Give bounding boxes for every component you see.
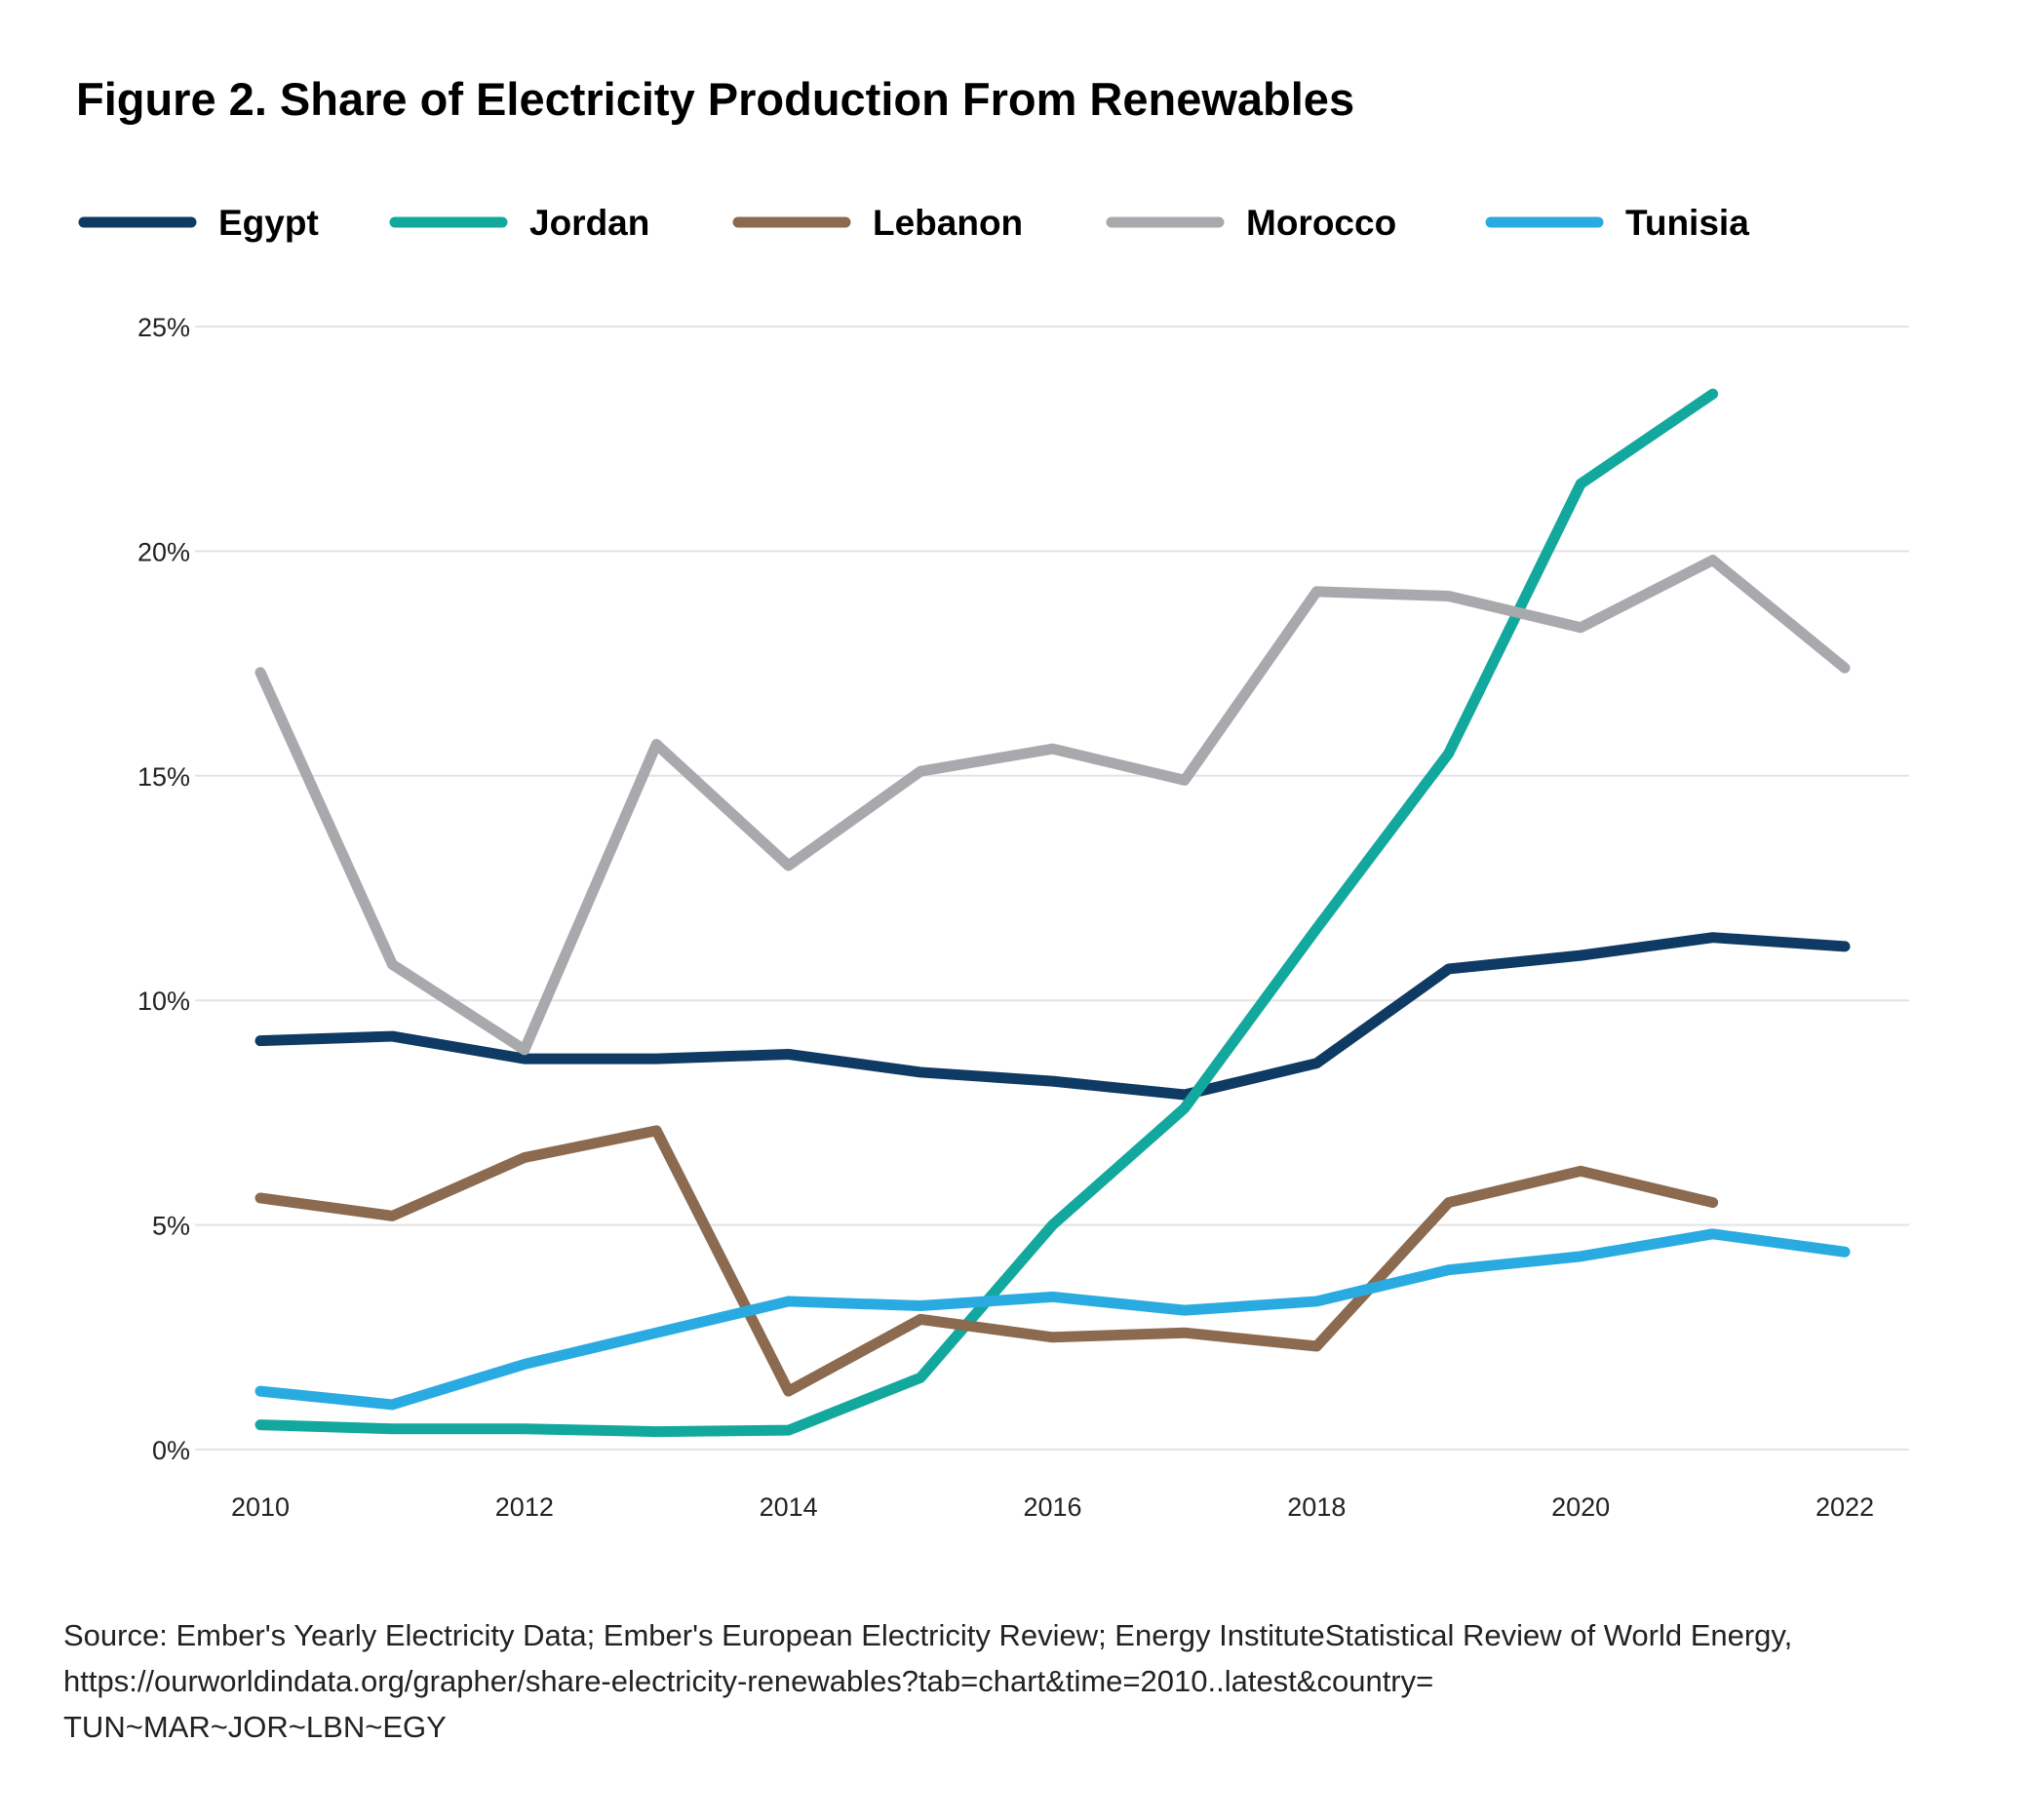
- legend-item-tunisia: Tunisia: [1485, 203, 1749, 243]
- source-line-2: https://ourworldindata.org/grapher/share…: [63, 1664, 1433, 1698]
- legend-label: Jordan: [529, 203, 649, 243]
- y-axis: 0% 5% 10% 15% 20% 25%: [137, 313, 190, 1465]
- y-tick-label: 25%: [137, 313, 190, 342]
- x-tick-label: 2016: [1023, 1492, 1081, 1522]
- series-lines: [254, 388, 1851, 1438]
- legend-label: Tunisia: [1625, 203, 1749, 243]
- series-line: [254, 1125, 1719, 1397]
- legend-label: Morocco: [1246, 203, 1396, 243]
- x-axis: 2010 2012 2014 2016 2018 2020 2022: [231, 1492, 1874, 1522]
- source-line-3: TUN~MAR~JOR~LBN~EGY: [63, 1710, 447, 1744]
- y-tick-label: 5%: [152, 1212, 190, 1241]
- series-egypt: [254, 932, 1851, 1101]
- y-tick-label: 10%: [137, 987, 190, 1016]
- legend-item-egypt: Egypt: [78, 203, 319, 243]
- x-tick-label: 2014: [760, 1492, 818, 1522]
- source-note: Source: Ember's Yearly Electricity Data;…: [63, 1618, 1792, 1744]
- series-line: [254, 388, 1719, 1438]
- y-tick-label: 20%: [137, 537, 190, 566]
- series-line: [254, 555, 1851, 1056]
- x-tick-label: 2020: [1551, 1492, 1610, 1522]
- series-tunisia: [254, 1228, 1851, 1411]
- y-tick-label: 15%: [137, 762, 190, 792]
- grid: [195, 326, 1909, 1451]
- chart-title: Figure 2. Share of Electricity Productio…: [76, 73, 1354, 125]
- y-tick-label: 0%: [152, 1436, 190, 1465]
- legend-item-jordan: Jordan: [389, 203, 649, 243]
- series-line: [254, 1228, 1851, 1411]
- x-tick-label: 2010: [231, 1492, 290, 1522]
- series-line: [254, 932, 1851, 1101]
- x-tick-label: 2018: [1287, 1492, 1346, 1522]
- x-tick-label: 2012: [495, 1492, 554, 1522]
- legend-item-lebanon: Lebanon: [732, 203, 1023, 243]
- legend: Egypt Jordan Lebanon Morocco Tunisia: [78, 203, 1749, 243]
- series-jordan: [254, 388, 1719, 1438]
- x-tick-label: 2022: [1816, 1492, 1874, 1522]
- series-morocco: [254, 555, 1851, 1056]
- legend-label: Egypt: [218, 203, 319, 243]
- legend-item-morocco: Morocco: [1106, 203, 1396, 243]
- source-line-1: Source: Ember's Yearly Electricity Data;…: [63, 1618, 1792, 1652]
- series-lebanon: [254, 1125, 1719, 1397]
- legend-label: Lebanon: [873, 203, 1023, 243]
